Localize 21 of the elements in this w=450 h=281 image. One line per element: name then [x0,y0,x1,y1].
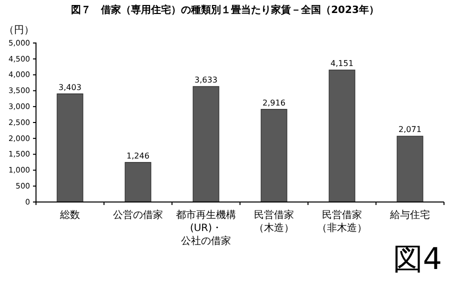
bar [124,162,152,202]
x-tick-label: 給与住宅 [389,209,430,221]
data-label: 2,916 [262,98,286,108]
x-tick-label: 民営借家（木造） [254,209,294,234]
caption: 図4 [392,242,442,277]
bar [328,70,356,202]
x-tick-label: 総数 [59,209,80,221]
data-label: 2,071 [398,125,422,134]
bar [56,93,84,202]
chart-title: 図７ 借家（専用住宅）の種類別１畳当たり家賃－全国（2023年） [71,4,379,16]
data-label: 3,633 [194,75,218,84]
x-tick-label: 都市再生機構(UR)・公社の借家 [176,209,236,247]
y-axis-title: （円） [4,25,34,36]
bar [192,86,220,202]
data-label: 3,403 [58,82,82,92]
x-tick-label: 民営借家（非木造） [317,209,367,234]
data-label: 4,151 [330,59,354,68]
bar [260,108,288,202]
data-label: 1,246 [126,151,150,160]
x-tick-label: 公営の借家 [113,209,163,221]
bar [396,136,424,202]
